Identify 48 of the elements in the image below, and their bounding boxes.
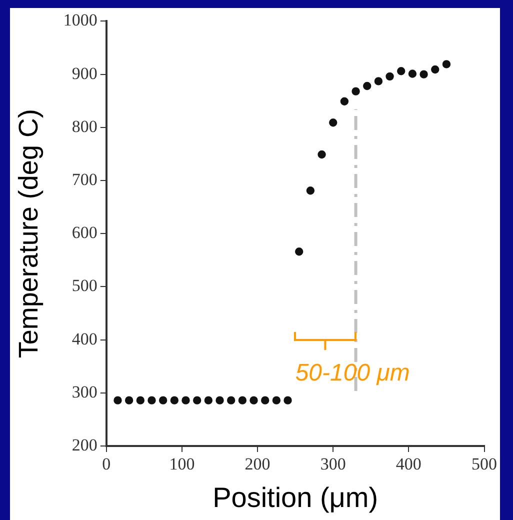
x-tick-label: 400	[396, 454, 422, 474]
y-tick-label: 1000	[63, 10, 98, 30]
point	[329, 118, 338, 127]
x-axis-title: Position (μm)	[212, 482, 378, 513]
point	[124, 396, 134, 404]
y-tick-label: 600	[72, 223, 98, 242]
y-tick-label: 700	[72, 170, 98, 189]
point	[352, 87, 360, 96]
x-tick-label: 500	[472, 454, 497, 474]
y-tick-label: 400	[72, 329, 98, 348]
point	[216, 396, 224, 404]
point	[182, 396, 190, 404]
point	[148, 396, 156, 404]
point	[192, 396, 202, 404]
point	[318, 150, 326, 159]
point	[306, 186, 315, 195]
y-tick-label: 300	[72, 382, 98, 402]
point	[442, 60, 451, 68]
point	[114, 396, 122, 404]
point	[340, 97, 349, 106]
annotation: 50-100 μm	[295, 359, 410, 386]
point	[420, 70, 428, 78]
point	[170, 396, 179, 404]
point	[260, 396, 270, 404]
point	[386, 72, 394, 81]
x-tick-label: 300	[320, 454, 346, 474]
x-tick-label: 100	[169, 454, 195, 474]
point	[295, 248, 304, 256]
point	[408, 70, 417, 78]
point	[238, 396, 247, 404]
point	[431, 65, 440, 74]
point	[136, 396, 145, 404]
y-tick-label: 200	[72, 435, 98, 454]
x-tick-label: 200	[244, 454, 270, 474]
y-axis-title: Temperature (deg C)	[14, 109, 44, 358]
point	[363, 82, 372, 90]
point	[284, 396, 292, 404]
point	[158, 396, 168, 404]
x-tick-label: 0	[102, 454, 111, 474]
point	[397, 67, 406, 76]
point	[250, 396, 258, 404]
y-tick-label: 900	[72, 64, 98, 83]
y-tick-label: 500	[72, 276, 98, 296]
point	[204, 396, 213, 404]
y-tick-label: 800	[72, 116, 98, 136]
point	[226, 396, 236, 404]
point	[374, 77, 383, 86]
point	[272, 396, 281, 404]
